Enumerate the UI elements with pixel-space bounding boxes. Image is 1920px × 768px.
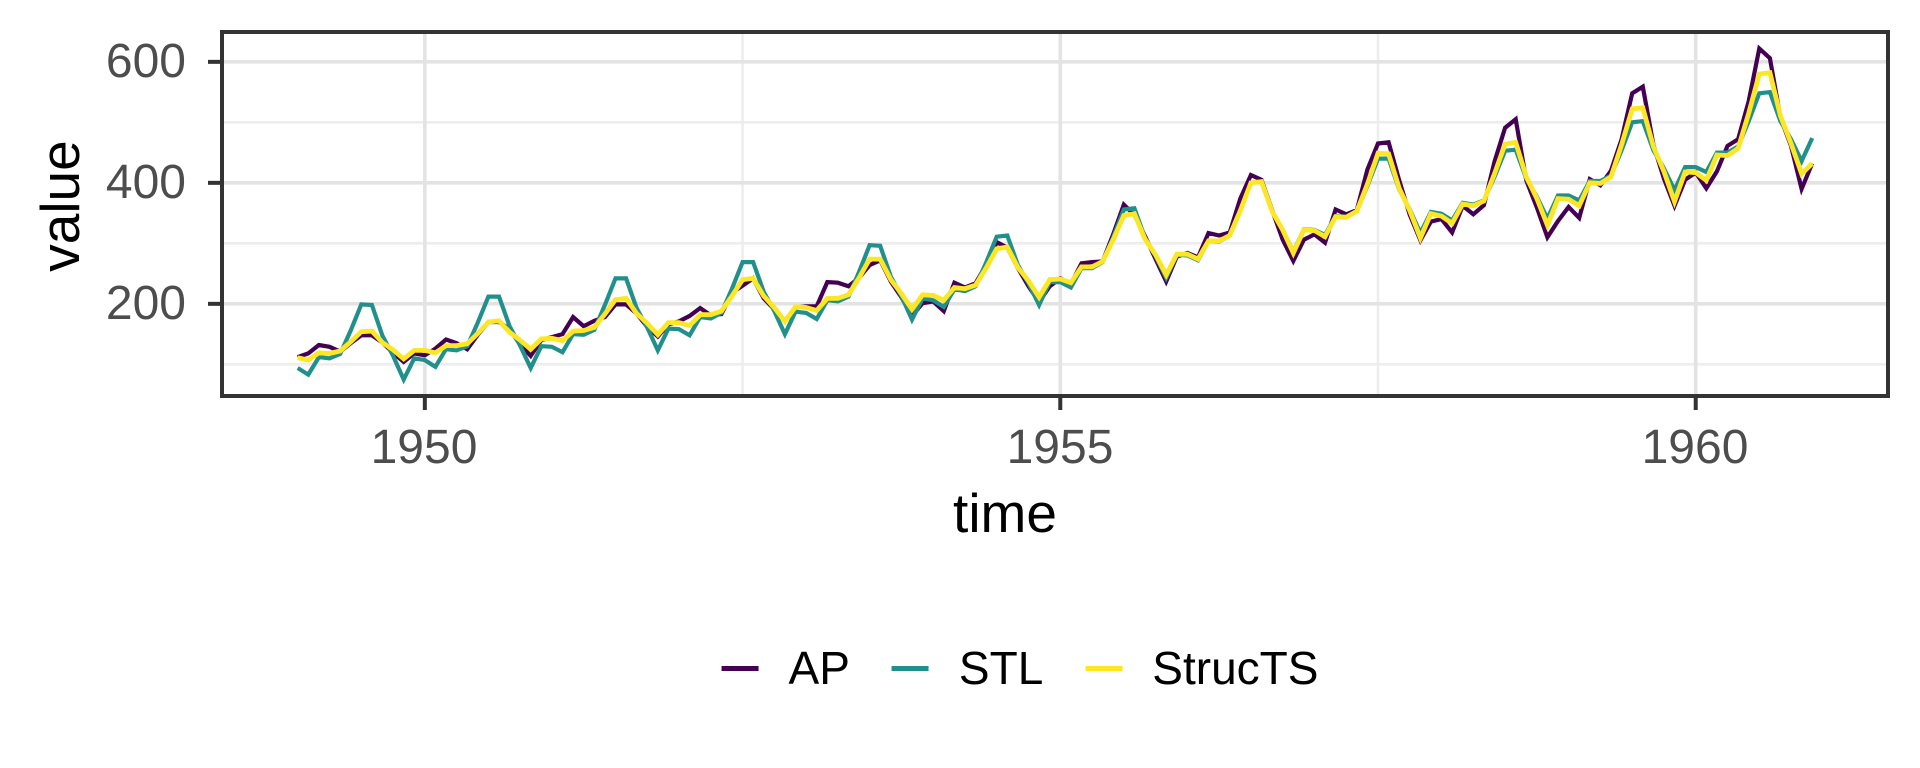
series-line-structs <box>297 70 1814 363</box>
x-tick-label-1955: 1955 <box>1006 421 1114 474</box>
x-axis-title: time <box>953 482 1057 544</box>
legend-label-ap: AP <box>788 642 850 694</box>
series-line-ap <box>297 44 1815 365</box>
x-tick-label-1950: 1950 <box>370 421 478 474</box>
legend: AP STL StrucTS <box>721 642 1318 694</box>
legend-item-structs: StrucTS <box>1085 644 1318 692</box>
x-tick-label-1960: 1960 <box>1641 421 1749 474</box>
series-line-stl <box>296 89 1815 385</box>
legend-label-stl: STL <box>958 642 1044 694</box>
panel-border <box>220 30 1890 398</box>
legend-item-ap: AP <box>721 642 850 694</box>
legend-key-structs-icon <box>1085 665 1123 671</box>
y-tick-label-200: 200 <box>105 277 186 330</box>
y-axis-title: value <box>29 140 91 272</box>
y-tick-label-600: 600 <box>105 35 186 88</box>
legend-item-stl: STL <box>891 642 1044 694</box>
y-tick-label-400: 400 <box>105 156 186 209</box>
legend-key-stl-icon <box>891 665 929 671</box>
legend-label-structs: StrucTS <box>1152 642 1319 694</box>
legend-key-ap-icon <box>721 665 759 671</box>
